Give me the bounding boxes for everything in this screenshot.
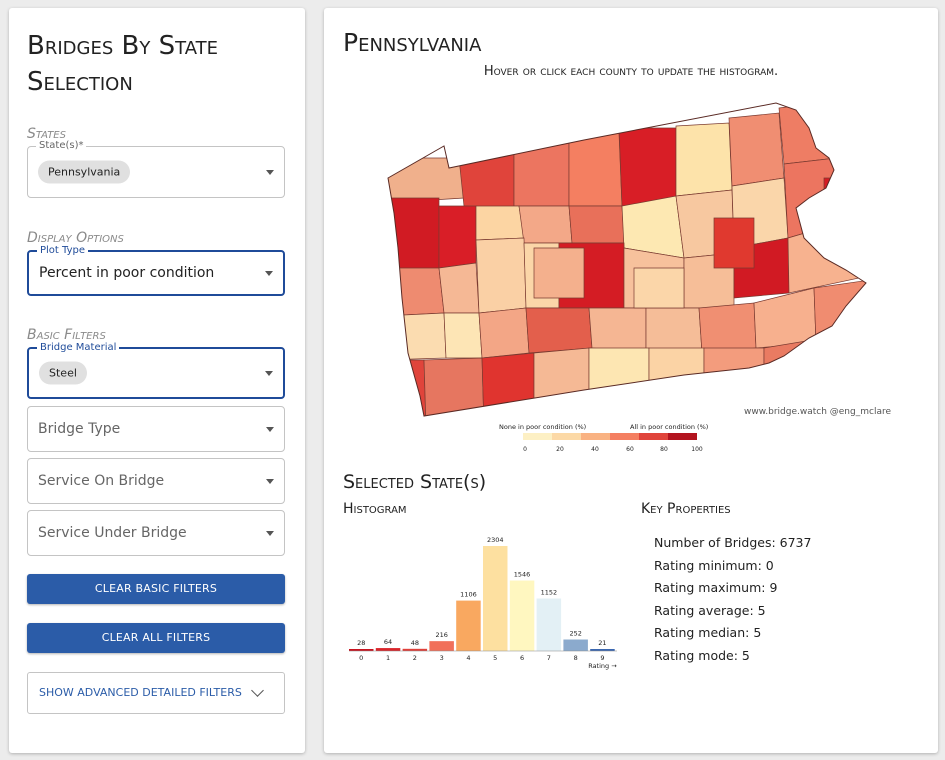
x-axis-label: Rating → [588,662,617,670]
plot-type-value: Percent in poor condition [39,265,215,281]
legend-tick: 0 [523,446,527,453]
bar-value-label: 252 [569,630,581,638]
map-legend: None in poor condition (%) All in poor c… [494,421,734,457]
sidebar-title: Bridges By State Selection [27,31,219,97]
selected-states-title: Selected State(s) [343,471,487,493]
histogram-bar [349,649,374,651]
advanced-filters-toggle[interactable]: Show Advanced Detailed Filters [27,672,285,714]
key-properties-list: Number of Bridges: 6737 Rating minimum: … [654,532,811,668]
legend-swatch [639,433,668,440]
key-properties-title: Key Properties [641,501,731,517]
histogram-bar [563,639,588,651]
service-on-bridge-placeholder: Service On Bridge [38,473,165,489]
clear-basic-filters-button[interactable]: Clear Basic Filters [27,574,285,604]
x-tick-label: 1 [386,654,390,662]
bar-value-label: 48 [411,639,419,647]
bar-value-label: 28 [357,639,365,647]
display-section-label: Display Options [27,230,124,246]
property-rating-median: Rating median: 5 [654,625,762,641]
map-credit: www.bridge.watch @eng_mclare [744,407,891,417]
legend-tick: 20 [556,446,564,453]
x-tick-label: 9 [600,654,604,662]
bridge-material-chip[interactable]: Steel [39,361,87,385]
x-tick-label: 4 [466,654,470,662]
histogram-bar [375,648,401,651]
legend-swatch [552,433,581,440]
bar-value-label: 216 [435,631,447,639]
state-title: Pennsylvania [343,28,482,57]
x-tick-label: 0 [359,654,363,662]
legend-swatch [523,433,552,440]
histogram-bar [536,598,562,651]
chevron-down-icon[interactable] [266,427,274,432]
state-select[interactable]: State(s)* Pennsylvania [27,140,285,198]
county-layer[interactable] [384,98,884,423]
histogram-bar [402,648,428,651]
x-tick-label: 6 [520,654,524,662]
bar-value-label: 1152 [541,589,558,597]
basic-filters-section-label: Basic Filters [27,327,106,343]
bridge-material-label: Bridge Material [37,342,120,354]
clear-all-filters-button[interactable]: Clear All Filters [27,623,285,653]
bar-value-label: 1546 [514,571,531,579]
legend-swatch [668,433,697,440]
histogram-bar [483,546,508,651]
x-tick-label: 3 [440,654,444,662]
legend-tick: 40 [591,446,599,453]
legend-high-label: All in poor condition (%) [630,423,709,431]
property-bridge-count: Number of Bridges: 6737 [654,535,812,550]
bridge-type-select[interactable]: Bridge Type [27,406,285,452]
property-rating-max: Rating maximum: 9 [654,580,778,596]
plot-type-select[interactable]: Plot Type Percent in poor condition [27,245,285,296]
x-tick-label: 2 [413,654,417,662]
histogram-title: Histogram [343,501,407,517]
property-rating-mode: Rating mode: 5 [654,647,750,663]
service-under-bridge-select[interactable]: Service Under Bridge [27,510,285,556]
filter-sidebar: Bridges By State Selection States State(… [9,8,305,753]
legend-low-label: None in poor condition (%) [499,423,587,431]
x-tick-label: 7 [547,654,551,662]
histogram-bar [429,641,454,651]
chevron-down-icon[interactable] [266,479,274,484]
legend-swatch [581,433,610,440]
advanced-filters-label: Show Advanced Detailed Filters [39,686,242,699]
state-select-label: State(s)* [36,140,87,152]
chevron-down-icon[interactable] [265,271,273,276]
bridge-type-placeholder: Bridge Type [38,421,121,437]
state-chip[interactable]: Pennsylvania [38,160,131,184]
chevron-down-icon[interactable] [266,170,274,175]
county-map[interactable] [384,98,884,423]
state-outline [387,102,867,417]
chevron-down-icon[interactable] [266,531,274,536]
legend-colorbar: 0 20 40 60 80 100 [523,433,703,453]
legend-tick: 100 [691,446,703,453]
histogram-bar [456,600,481,651]
main-panel: Pennsylvania Hover or click each county … [324,8,938,753]
legend-swatch [610,433,639,440]
service-under-bridge-placeholder: Service Under Bridge [38,525,187,541]
bar-value-label: 1106 [460,591,477,599]
bar-value-label: 64 [384,638,392,646]
rating-histogram[interactable]: 28 0 64 1 48 2 216 3 1106 4 2304 5 1546 6 1152 7 252 8 21 9… [344,528,634,673]
histogram-bar [509,580,535,651]
plot-type-label: Plot Type [37,245,88,257]
states-section-label: States [27,126,66,142]
chevron-down-icon[interactable] [251,684,264,697]
x-tick-label: 8 [574,654,578,662]
bar-value-label: 21 [598,639,606,647]
chevron-down-icon[interactable] [265,371,273,376]
property-rating-average: Rating average: 5 [654,602,766,618]
service-on-bridge-select[interactable]: Service On Bridge [27,458,285,504]
legend-tick: 60 [626,446,634,453]
legend-tick: 80 [660,446,668,453]
map-instructions: Hover or click each county to update the… [483,64,779,79]
histogram-bar [590,649,615,651]
bar-value-label: 2304 [487,536,504,544]
bridge-material-select[interactable]: Bridge Material Steel [27,342,285,399]
x-tick-label: 5 [493,654,497,662]
property-rating-min: Rating minimum: 0 [654,557,774,573]
